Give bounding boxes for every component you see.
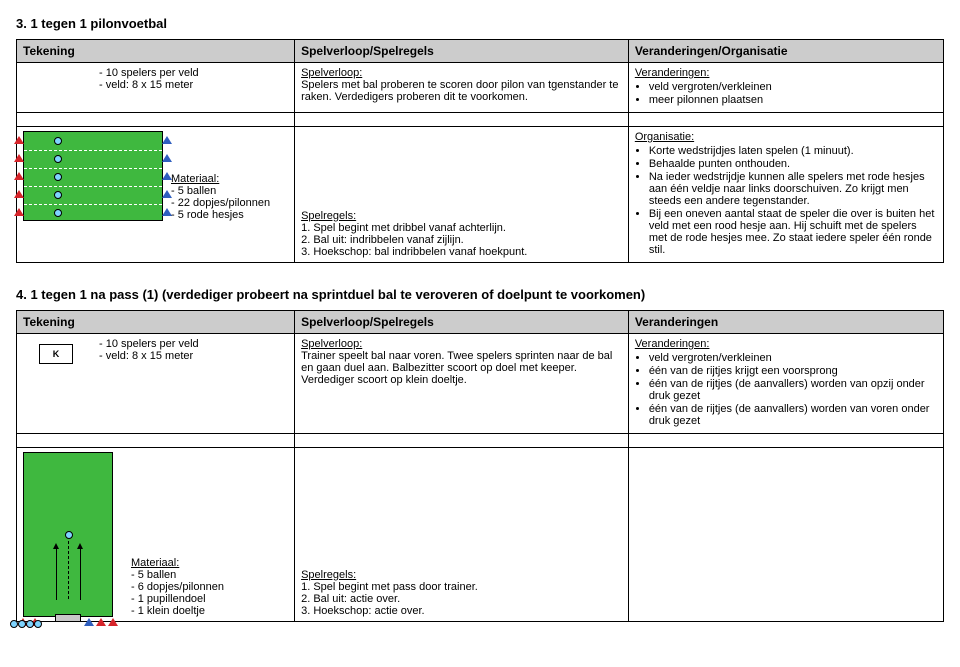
exercise-3: 3. 1 tegen 1 pilonvoetbal Tekening Spelv… <box>16 16 944 263</box>
ex3-r1-c1-text: - 10 spelers per veld - veld: 8 x 15 met… <box>99 67 199 91</box>
list-item: één van de rijtjes (de aanvallers) worde… <box>649 403 937 427</box>
ex3-r1-c3-head: Veranderingen: <box>635 67 710 79</box>
ex3-r1-c3: Veranderingen: veld vergroten/verkleinen… <box>628 63 943 113</box>
list-item: veld vergroten/verkleinen <box>649 352 937 364</box>
ex4-r1-c2-head: Spelverloop: <box>301 338 362 350</box>
ex4-field-diagram <box>23 452 113 617</box>
ex4-header-veranderingen: Veranderingen <box>628 311 943 334</box>
list-item: meer pilonnen plaatsen <box>649 94 937 106</box>
ex4-r2-c1: Materiaal: - 5 ballen - 6 dopjes/pilonne… <box>17 448 295 622</box>
exercise-4: 4. 1 tegen 1 na pass (1) (verdediger pro… <box>16 287 944 622</box>
ex4-materiaal-head: Materiaal: <box>131 557 179 569</box>
list-item: één van de rijtjes krijgt een voorsprong <box>649 365 937 377</box>
exercise-3-title: 3. 1 tegen 1 pilonvoetbal <box>16 16 944 31</box>
list-item: veld vergroten/verkleinen <box>649 81 937 93</box>
exercise-4-table: Tekening Spelverloop/Spelregels Verander… <box>16 310 944 622</box>
ex4-r2-c3 <box>628 448 943 622</box>
exercise-4-title: 4. 1 tegen 1 na pass (1) (verdediger pro… <box>16 287 944 302</box>
ex4-header-tekening: Tekening <box>17 311 295 334</box>
list-item: Bij een oneven aantal staat de speler di… <box>649 208 937 256</box>
ex3-r2-c2-body: 1. Spel begint met dribbel vanaf achterl… <box>301 222 622 258</box>
ex3-r2-c3: Organisatie: Korte wedstrijdjes laten sp… <box>628 127 943 263</box>
list-item: Na ieder wedstrijdje kunnen alle spelers… <box>649 171 937 207</box>
ex4-r1-c2-body: Trainer speelt bal naar voren. Twee spel… <box>301 350 612 386</box>
ex3-r1-c1: - 10 spelers per veld - veld: 8 x 15 met… <box>17 63 295 113</box>
keeper-box: K <box>39 344 73 364</box>
ex4-r1-c3-head: Veranderingen: <box>635 338 710 350</box>
ex3-r1-c2-body: Spelers met bal proberen te scoren door … <box>301 79 618 103</box>
ex3-materiaal-body: - 5 ballen - 22 dopjes/pilonnen - 5 rode… <box>171 185 270 221</box>
ex4-r1-c1-text: - 10 spelers per veld - veld: 8 x 15 met… <box>99 338 199 362</box>
ex4-r1-c1: K - 10 spelers per veld - veld: 8 x 15 m… <box>17 334 295 434</box>
ex3-r2-c3-head: Organisatie: <box>635 131 694 143</box>
ex3-materiaal-head: Materiaal: <box>171 173 219 185</box>
ex3-r2-c3-list: Korte wedstrijdjes laten spelen (1 minuu… <box>635 145 937 256</box>
ex4-r2-c2: Spelregels: 1. Spel begint met pass door… <box>295 448 629 622</box>
ex4-r1-c3: Veranderingen: veld vergroten/verkleinen… <box>628 334 943 434</box>
ex3-header-spelverloop: Spelverloop/Spelregels <box>295 40 629 63</box>
ex4-materiaal-body: - 5 ballen - 6 dopjes/pilonnen - 1 pupil… <box>131 569 224 617</box>
ex3-header-veranderingen: Veranderingen/Organisatie <box>628 40 943 63</box>
exercise-3-table: Tekening Spelverloop/Spelregels Verander… <box>16 39 944 263</box>
ex3-r1-c2-head: Spelverloop: <box>301 67 362 79</box>
ex3-r2-c1: Materiaal: - 5 ballen - 22 dopjes/pilonn… <box>17 127 295 263</box>
ex4-r2-c2-head: Spelregels: <box>301 569 356 581</box>
ex4-r1-c2: Spelverloop: Trainer speelt bal naar vor… <box>295 334 629 434</box>
ex4-header-spelverloop: Spelverloop/Spelregels <box>295 311 629 334</box>
ex4-r1-c3-list: veld vergroten/verkleinen één van de rij… <box>635 352 937 427</box>
list-item: één van de rijtjes (de aanvallers) worde… <box>649 378 937 402</box>
ex4-r2-c2-body: 1. Spel begint met pass door trainer. 2.… <box>301 581 622 617</box>
ex3-r1-c2: Spelverloop: Spelers met bal proberen te… <box>295 63 629 113</box>
ex3-header-tekening: Tekening <box>17 40 295 63</box>
list-item: Korte wedstrijdjes laten spelen (1 minuu… <box>649 145 937 157</box>
ex3-r1-c3-list: veld vergroten/verkleinen meer pilonnen … <box>635 81 937 106</box>
ex3-r2-c2: Spelregels: 1. Spel begint met dribbel v… <box>295 127 629 263</box>
ex3-r2-c2-head: Spelregels: <box>301 210 356 222</box>
list-item: Behaalde punten onthouden. <box>649 158 937 170</box>
ex3-field-diagram <box>23 131 163 221</box>
